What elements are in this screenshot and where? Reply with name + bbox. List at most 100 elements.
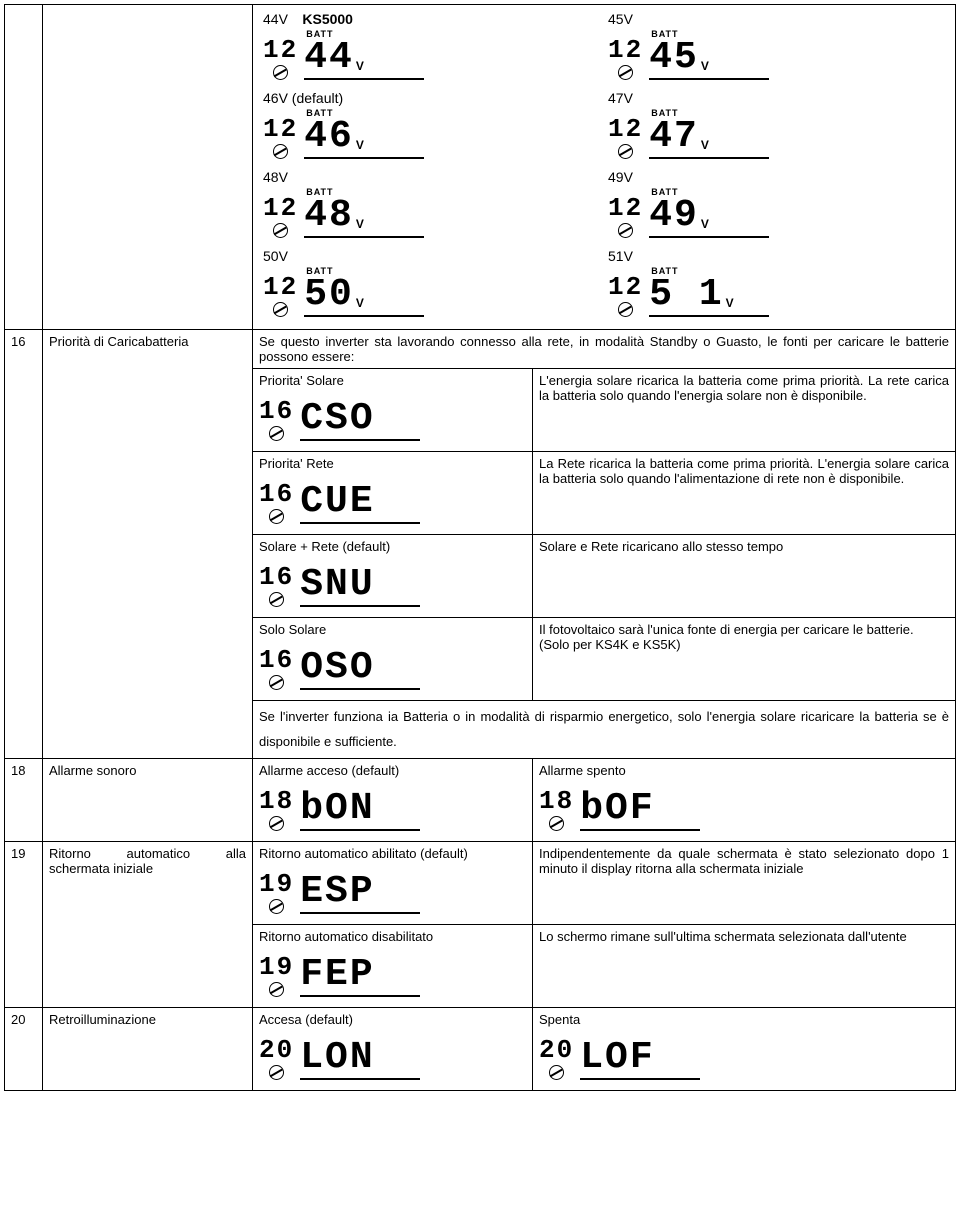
lcd-value: CUE [300, 483, 374, 521]
volt-label: 48V [263, 169, 288, 185]
lcd-code: 12 [263, 37, 298, 63]
lcd-value: 5 1 [649, 276, 723, 314]
model-label: KS5000 [302, 11, 353, 27]
lcd-value: SNU [300, 566, 374, 604]
row-title-empty [43, 5, 253, 330]
lcd-value: LON [300, 1039, 374, 1077]
row16-footer: Se l'inverter funziona ia Batteria o in … [253, 701, 956, 759]
lcd-display: 19 BATTFEP [259, 946, 526, 997]
lcd-code: 12 [608, 116, 643, 142]
lcd-code: 12 [263, 195, 298, 221]
row-num: 20 [5, 1008, 43, 1091]
row-title: Allarme sonoro [43, 759, 253, 842]
settings-table: 44V KS5000 12 BATT 44V [4, 4, 956, 1091]
lcd-code: 19 [259, 871, 294, 897]
circle-slash-icon [618, 223, 633, 238]
option-desc: L'energia solare ricarica la batteria co… [533, 369, 956, 452]
lcd-display: 16 BATTOSO [259, 639, 526, 690]
row-num-empty [5, 5, 43, 330]
lcd-display: 16 BATTCUE [259, 473, 526, 524]
lcd-display: 12 BATT49V [608, 187, 945, 238]
lcd-code: 20 [259, 1037, 294, 1063]
lcd-display: 18 BATTbON [259, 780, 526, 831]
lcd-unit: V [356, 138, 364, 156]
lcd-code: 16 [259, 481, 294, 507]
circle-slash-icon [269, 982, 284, 997]
lcd-display: 20 BATTLOF [539, 1029, 949, 1080]
circle-slash-icon [269, 509, 284, 524]
lcd-display: 12 BATT 44V [263, 29, 600, 80]
lcd-value: CSO [300, 400, 374, 438]
option-desc: Lo schermo rimane sull'ultima schermata … [533, 925, 956, 1008]
option-label: Priorita' Solare [259, 373, 526, 388]
lcd-unit: V [356, 296, 364, 314]
lcd-code: 16 [259, 647, 294, 673]
lcd-code: 12 [263, 116, 298, 142]
row-num: 16 [5, 330, 43, 759]
option-label: Allarme acceso (default) [259, 763, 526, 778]
option-label: Allarme spento [539, 763, 949, 778]
circle-slash-icon [273, 302, 288, 317]
lcd-value: 46 [304, 118, 354, 156]
row16-intro: Se questo inverter sta lavorando conness… [253, 330, 956, 369]
lcd-display: 12 BATT47V [608, 108, 945, 159]
lcd-value: 45 [649, 39, 699, 77]
option-desc: Indipendentemente da quale schermata è s… [533, 842, 956, 925]
volt-label: 44V [263, 11, 288, 27]
option-label: Solare + Rete (default) [259, 539, 526, 554]
lcd-value: 49 [649, 197, 699, 235]
lcd-code: 20 [539, 1037, 574, 1063]
option-label: Priorita' Rete [259, 456, 526, 471]
option-desc: La Rete ricarica la batteria come prima … [533, 452, 956, 535]
option-label: Solo Solare [259, 622, 526, 637]
lcd-unit: V [356, 217, 364, 235]
lcd-value: OSO [300, 649, 374, 687]
lcd-display: 20 BATTLON [259, 1029, 526, 1080]
lcd-value: LOF [580, 1039, 654, 1077]
circle-slash-icon [549, 1065, 564, 1080]
row-num: 19 [5, 842, 43, 1008]
volt-label: 51V [608, 248, 633, 264]
lcd-display: 19 BATTESP [259, 863, 526, 914]
lcd-code: 12 [608, 274, 643, 300]
option-desc: Solare e Rete ricaricano allo stesso tem… [533, 535, 956, 618]
lcd-code: 12 [608, 37, 643, 63]
option-desc: Il fotovoltaico sarà l'unica fonte di en… [533, 618, 956, 701]
circle-slash-icon [269, 899, 284, 914]
lcd-value: ESP [300, 873, 374, 911]
row-title: Priorità di Caricabatteria [43, 330, 253, 759]
lcd-display: 12 BATT 45V [608, 29, 945, 80]
circle-slash-icon [269, 816, 284, 831]
lcd-display: 12 BATT48V [263, 187, 600, 238]
option-label: Accesa (default) [259, 1012, 526, 1027]
lcd-display: 12 BATT5 1V [608, 266, 945, 317]
lcd-code: 18 [259, 788, 294, 814]
lcd-value: 48 [304, 197, 354, 235]
lcd-unit: V [726, 296, 734, 314]
circle-slash-icon [618, 302, 633, 317]
row-title: Ritorno automatico alla schermata inizia… [43, 842, 253, 1008]
option-label: Ritorno automatico abilitato (default) [259, 846, 526, 861]
lcd-display: 12 BATT50V [263, 266, 600, 317]
volt-label: 46V (default) [263, 90, 343, 106]
row-num: 18 [5, 759, 43, 842]
circle-slash-icon [269, 675, 284, 690]
lcd-code: 16 [259, 564, 294, 590]
circle-slash-icon [269, 426, 284, 441]
lcd-unit: V [701, 59, 709, 77]
circle-slash-icon [269, 592, 284, 607]
volt-label: 45V [608, 11, 633, 27]
volt-label: 50V [263, 248, 288, 264]
lcd-unit: V [701, 138, 709, 156]
lcd-display: 18 BATTbOF [539, 780, 949, 831]
circle-slash-icon [269, 1065, 284, 1080]
lcd-value: 44 [304, 39, 354, 77]
volt-label: 47V [608, 90, 633, 106]
voltage-options-cell: 44V KS5000 12 BATT 44V [253, 5, 956, 330]
circle-slash-icon [273, 144, 288, 159]
lcd-value: bOF [580, 790, 654, 828]
lcd-code: 12 [263, 274, 298, 300]
lcd-code: 16 [259, 398, 294, 424]
lcd-display: 16 BATTCSO [259, 390, 526, 441]
lcd-value: 50 [304, 276, 354, 314]
